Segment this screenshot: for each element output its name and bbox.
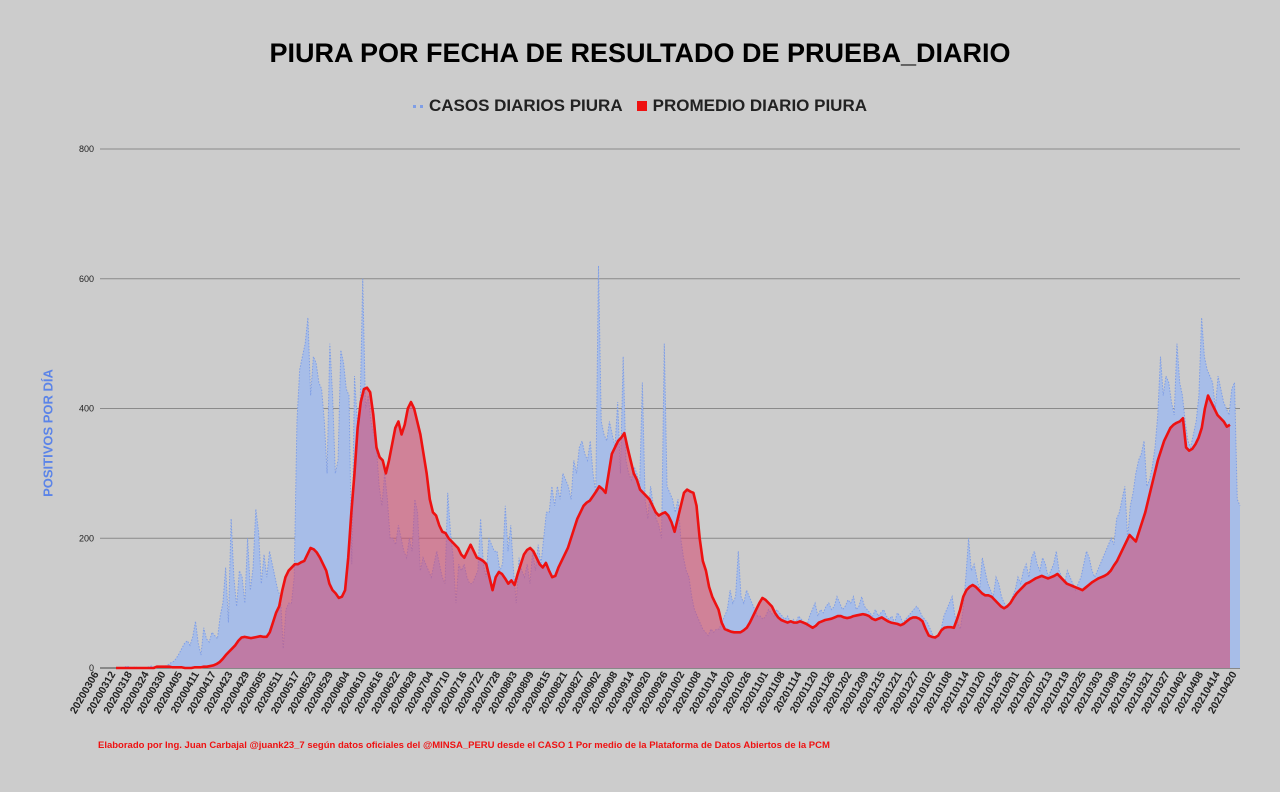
y-tick-label: 400 bbox=[79, 404, 94, 414]
legend-label-promedio: PROMEDIO DIARIO PIURA bbox=[652, 96, 868, 115]
y-tick-label: 800 bbox=[79, 144, 94, 154]
legend-label-casos: CASOS DIARIOS PIURA bbox=[428, 96, 623, 115]
series-casos-line bbox=[116, 265, 1241, 669]
legend-item-promedio: PROMEDIO DIARIO PIURA bbox=[636, 96, 868, 116]
series-promedio-line bbox=[116, 386, 1231, 670]
y-tick-label: 200 bbox=[79, 533, 94, 543]
y-tick-label: 0 bbox=[89, 663, 94, 673]
legend-swatch-casos bbox=[412, 104, 423, 108]
legend-item-casos: CASOS DIARIOS PIURA bbox=[412, 96, 623, 116]
chart-legend: CASOS DIARIOS PIURA PROMEDIO DIARIO PIUR… bbox=[0, 96, 1280, 116]
footer-credit: Elaborado por Ing. Juan Carbajal @juank2… bbox=[98, 740, 830, 751]
chart-title: PIURA POR FECHA DE RESULTADO DE PRUEBA_D… bbox=[269, 38, 1011, 68]
y-tick-label: 600 bbox=[79, 274, 94, 284]
legend-swatch-promedio bbox=[636, 101, 647, 111]
